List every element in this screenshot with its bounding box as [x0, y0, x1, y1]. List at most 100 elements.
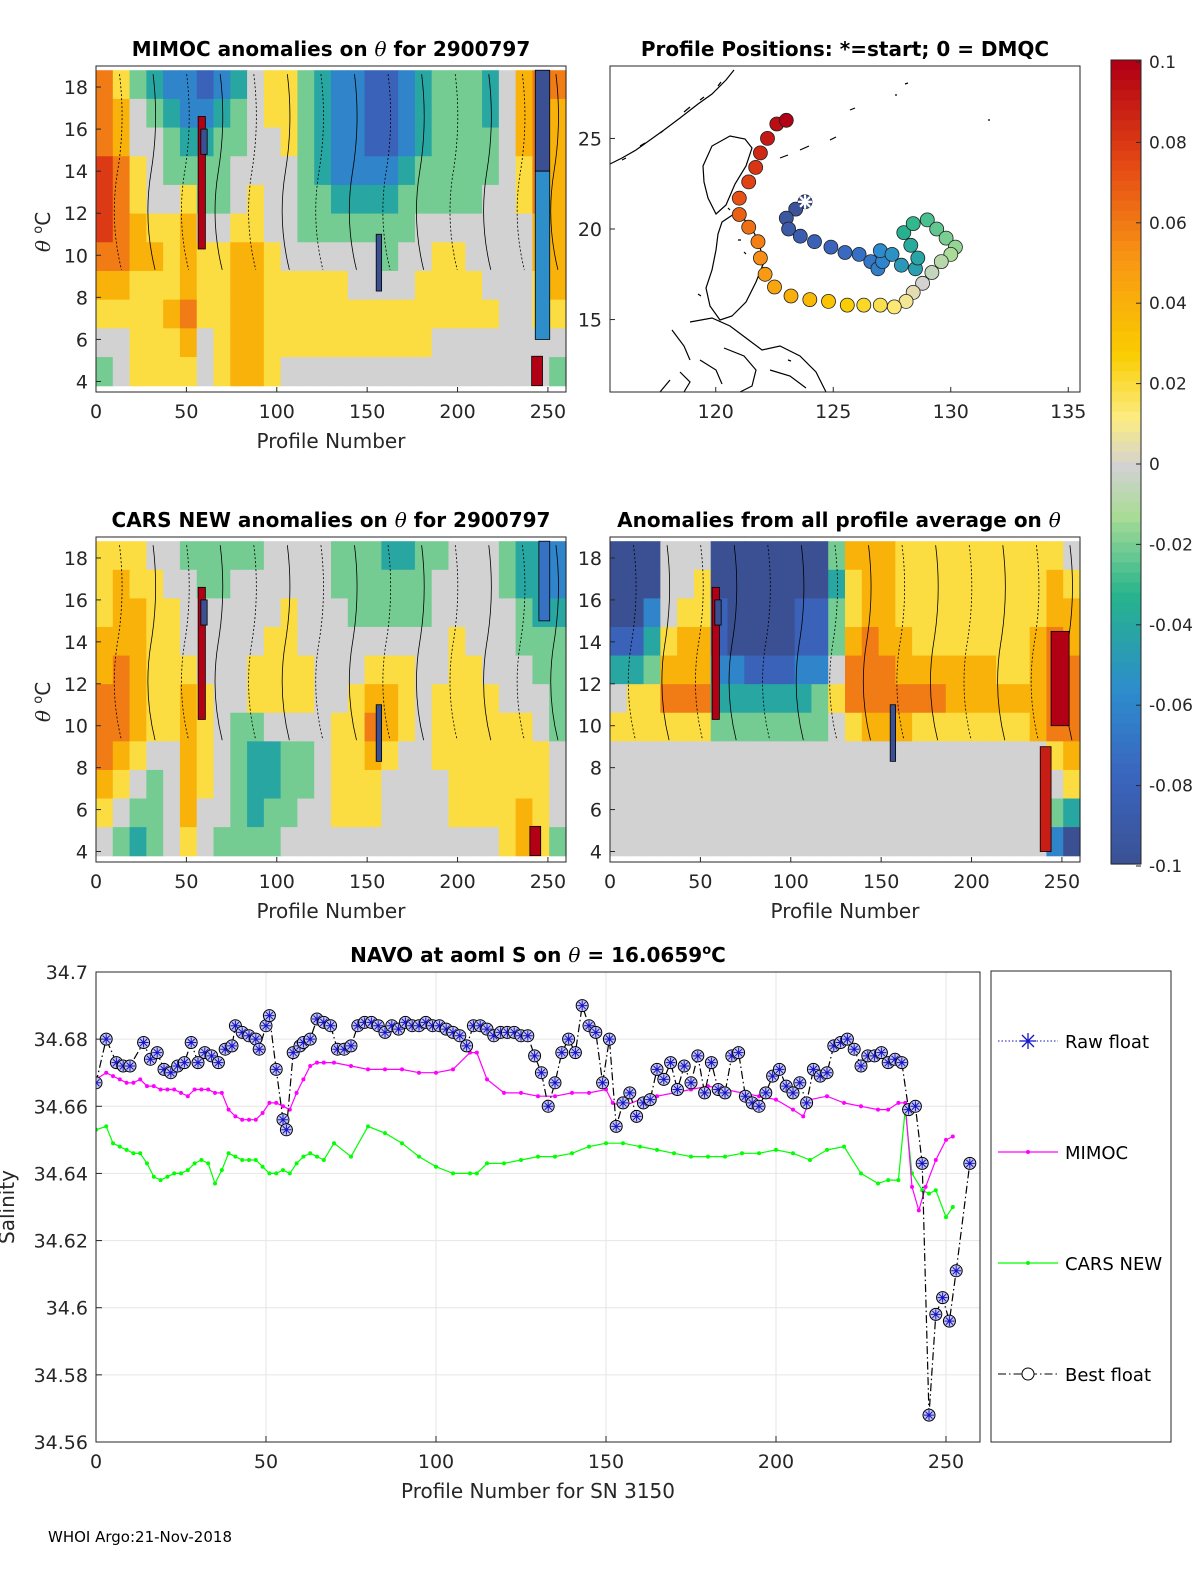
mimoc-point — [267, 1100, 272, 1105]
cars-contour — [348, 545, 358, 741]
allavg-cell — [895, 827, 913, 857]
mimoc-cell — [381, 184, 399, 215]
cars-cell — [465, 769, 483, 800]
cars-cell — [482, 712, 500, 742]
allavg-cell — [895, 655, 913, 685]
cars-new-point — [206, 1161, 211, 1166]
profile-position-marker — [903, 237, 919, 253]
allavg-cell — [811, 684, 829, 714]
cars-cell — [482, 798, 500, 828]
mimoc-cell — [297, 357, 315, 387]
allavg-cell — [895, 569, 913, 599]
mimoc-cell — [549, 70, 567, 100]
cars-cell — [247, 684, 265, 714]
mimoc-cell — [314, 156, 332, 186]
salinity-xtick-label: 50 — [254, 1451, 278, 1473]
mimoc-cell — [280, 70, 299, 100]
colorbar-band — [1111, 120, 1141, 131]
allavg-heatmap — [610, 537, 1081, 862]
cars-contour — [550, 545, 559, 741]
allavg-cell — [677, 569, 695, 599]
allavg-cell — [744, 684, 762, 714]
mimoc-point — [587, 1090, 591, 1095]
legend-entry-cars-new: CARS NEW — [998, 1254, 1162, 1275]
cars-cell — [129, 712, 147, 742]
allavg-xtick-label: 150 — [863, 871, 899, 893]
mimoc-cell — [112, 213, 131, 243]
allavg-ytick-label: 14 — [578, 632, 602, 654]
allavg-cell — [878, 541, 896, 571]
mimoc-cell — [498, 357, 517, 387]
allavg-xtick-label: 100 — [773, 871, 809, 893]
cars-cell — [196, 712, 215, 742]
cars-cell — [247, 827, 265, 857]
cars-cell — [163, 769, 181, 800]
best-float-point — [840, 1032, 854, 1046]
allavg-cell — [794, 712, 813, 742]
allavg-cell — [1012, 712, 1031, 742]
cars-new-point — [294, 1161, 299, 1166]
mimoc-cell — [364, 70, 382, 100]
raw-float-star — [193, 1057, 203, 1068]
allavg-cell — [1063, 569, 1081, 599]
cars-new-point — [774, 1147, 778, 1152]
allavg-cell — [660, 626, 678, 657]
mimoc-cell — [498, 299, 517, 329]
allavg-cell — [777, 655, 796, 685]
mimoc-point — [145, 1084, 149, 1089]
allavg-cell — [945, 769, 964, 800]
colorbar-band — [1111, 200, 1141, 212]
best-float-point — [752, 1099, 766, 1113]
cars-cell — [163, 798, 181, 828]
cars-cell — [482, 626, 500, 657]
cars-cell — [549, 769, 567, 800]
best-float-point — [528, 1049, 542, 1063]
mimoc-cell — [179, 70, 198, 100]
cars-new-point — [502, 1161, 506, 1166]
colorbar-band — [1111, 110, 1141, 121]
cars-cell — [314, 769, 332, 800]
map-background — [610, 66, 1080, 392]
cars-cell — [398, 798, 416, 828]
mimoc-cell — [146, 213, 164, 243]
allavg-cell — [777, 741, 796, 771]
allavg-cell — [861, 626, 880, 657]
raw-float-star — [869, 1050, 880, 1061]
raw-float-star — [713, 1084, 724, 1095]
raw-float-star — [774, 1064, 785, 1075]
cars-frame — [95, 536, 567, 863]
allavg-cell — [626, 827, 645, 857]
all-profile-average-panel: Anomalies from all profile average on θ … — [578, 508, 1081, 923]
mimoc-cell — [364, 184, 382, 215]
mimoc-point — [610, 1100, 615, 1105]
mimoc-cell — [431, 156, 450, 186]
colorbar-band — [1111, 271, 1141, 282]
cars-cell — [297, 712, 315, 742]
best-float-point — [820, 1066, 834, 1080]
best-float-point — [657, 1072, 671, 1086]
salinity-ytick-label: 34.66 — [34, 1096, 88, 1118]
mimoc-cell — [465, 299, 483, 329]
allavg-cell — [928, 598, 947, 628]
mimoc-cell — [549, 156, 567, 186]
allavg-cell — [811, 712, 829, 742]
profile-position-marker — [731, 190, 747, 206]
allavg-contour — [762, 545, 771, 741]
mimoc-cell — [146, 270, 164, 301]
cars-cell — [163, 827, 181, 857]
mimoc-cell — [414, 70, 433, 100]
mimoc-cell — [247, 242, 265, 272]
colorbar-band — [1111, 391, 1141, 403]
cars-contour — [214, 545, 224, 741]
cars-new-point — [349, 1154, 353, 1159]
cars-new-point — [553, 1154, 557, 1159]
allavg-cell — [928, 569, 947, 599]
mimoc-cell — [549, 242, 567, 272]
cars-ytick-label: 4 — [76, 842, 88, 864]
mimoc-cell — [515, 357, 534, 387]
cars-cell — [96, 741, 114, 771]
cars-xtick-label: 250 — [530, 871, 566, 893]
cars-new-point — [723, 1154, 727, 1159]
best-float-point — [623, 1086, 637, 1100]
